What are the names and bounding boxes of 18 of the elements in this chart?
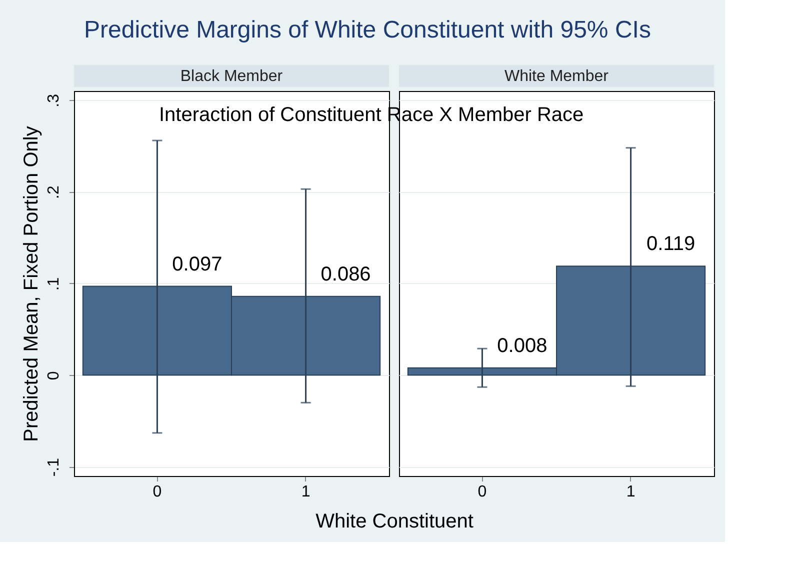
- x-tick-label: 1: [626, 484, 636, 500]
- data-label: 0.008: [497, 334, 548, 357]
- y-tick-label: -.1: [46, 458, 62, 477]
- data-label: 0.097: [172, 253, 222, 276]
- data-label: 0.119: [646, 233, 696, 256]
- chart-title: Predictive Margins of White Constituent with 95% CIs: [84, 16, 651, 44]
- y-tick-label: .1: [46, 277, 62, 291]
- x-tick-label: 0: [152, 484, 162, 500]
- x-axis-title: White Constituent: [316, 510, 474, 532]
- y-tick-label: .3: [46, 94, 62, 108]
- data-label: 0.086: [320, 263, 371, 286]
- x-tick-label: 1: [301, 484, 310, 500]
- y-tick-label: 0: [46, 371, 62, 380]
- chart-subtitle: White Member: [504, 68, 610, 85]
- y-axis-title: Predicted Mean, Fixed Portion Only: [20, 126, 42, 442]
- x-tick-label: 0: [478, 484, 487, 500]
- chart-subtitle: Black Member: [180, 68, 284, 85]
- y-tick-label: .2: [46, 186, 62, 200]
